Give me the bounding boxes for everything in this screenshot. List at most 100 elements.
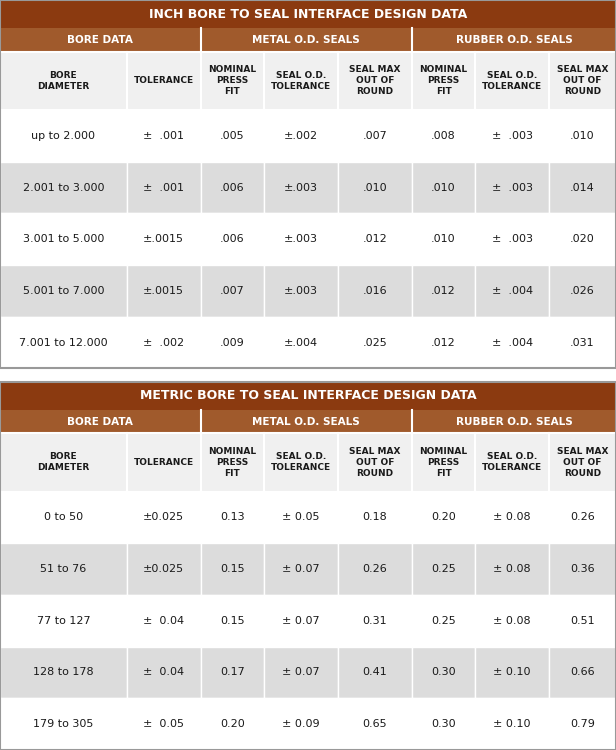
Text: 0.36: 0.36 xyxy=(570,564,595,574)
Text: 2.001 to 3.000: 2.001 to 3.000 xyxy=(23,182,104,193)
Text: ± 0.07: ± 0.07 xyxy=(282,564,320,574)
Bar xyxy=(412,491,475,543)
Text: BORE
DIAMETER: BORE DIAMETER xyxy=(37,452,89,472)
Text: METRIC BORE TO SEAL INTERFACE DESIGN DATA: METRIC BORE TO SEAL INTERFACE DESIGN DAT… xyxy=(140,389,476,402)
Bar xyxy=(264,543,338,595)
Bar xyxy=(0,316,127,368)
Bar xyxy=(0,110,127,162)
Text: ±.0015: ±.0015 xyxy=(143,286,184,296)
Bar xyxy=(264,110,338,162)
Bar xyxy=(264,433,338,491)
Text: ±  .003: ± .003 xyxy=(492,234,533,244)
Text: 0.15: 0.15 xyxy=(220,564,245,574)
Text: .031: .031 xyxy=(570,338,595,347)
Bar xyxy=(264,595,338,646)
Bar xyxy=(0,52,127,110)
Bar xyxy=(201,646,264,698)
Bar xyxy=(201,110,264,162)
Bar xyxy=(475,316,549,368)
Text: ±  0.05: ± 0.05 xyxy=(143,719,184,729)
Bar xyxy=(264,213,338,265)
Text: ±0.025: ±0.025 xyxy=(143,564,184,574)
Text: .012: .012 xyxy=(431,286,456,296)
Bar xyxy=(201,316,264,368)
Text: SEAL MAX
OUT OF
ROUND: SEAL MAX OUT OF ROUND xyxy=(349,447,400,478)
Text: BORE DATA: BORE DATA xyxy=(67,416,133,427)
Text: TOLERANCE: TOLERANCE xyxy=(134,76,194,86)
Bar xyxy=(475,52,549,110)
Bar xyxy=(0,646,127,698)
Bar xyxy=(338,316,412,368)
Bar xyxy=(412,52,475,110)
Text: 0.26: 0.26 xyxy=(570,512,595,523)
Bar xyxy=(549,110,616,162)
Text: 51 to 76: 51 to 76 xyxy=(40,564,86,574)
Text: 0.13: 0.13 xyxy=(220,512,245,523)
Bar xyxy=(338,265,412,316)
Bar xyxy=(127,162,201,213)
Text: ± 0.10: ± 0.10 xyxy=(493,668,531,677)
Bar xyxy=(127,213,201,265)
Text: 0.25: 0.25 xyxy=(431,564,456,574)
Text: ±0.025: ±0.025 xyxy=(143,512,184,523)
Bar xyxy=(127,646,201,698)
Bar xyxy=(412,646,475,698)
Bar xyxy=(412,162,475,213)
Bar xyxy=(0,410,201,434)
Text: 0.20: 0.20 xyxy=(431,512,456,523)
Bar xyxy=(201,595,264,646)
Text: 0.30: 0.30 xyxy=(431,668,456,677)
Bar xyxy=(0,382,616,750)
Text: SEAL MAX
OUT OF
ROUND: SEAL MAX OUT OF ROUND xyxy=(557,447,609,478)
Text: 0.66: 0.66 xyxy=(570,668,595,677)
Text: ±.002: ±.002 xyxy=(284,130,318,141)
Text: NOMINAL
PRESS
FIT: NOMINAL PRESS FIT xyxy=(419,65,468,97)
Bar xyxy=(127,491,201,543)
Text: NOMINAL
PRESS
FIT: NOMINAL PRESS FIT xyxy=(208,447,256,478)
Bar xyxy=(264,491,338,543)
Text: NOMINAL
PRESS
FIT: NOMINAL PRESS FIT xyxy=(419,447,468,478)
Bar xyxy=(412,410,616,434)
Bar xyxy=(0,491,127,543)
Text: .010: .010 xyxy=(570,130,595,141)
Text: up to 2.000: up to 2.000 xyxy=(31,130,95,141)
Bar xyxy=(475,491,549,543)
Bar xyxy=(412,595,475,646)
Text: ±  .001: ± .001 xyxy=(143,130,184,141)
Text: 0.26: 0.26 xyxy=(362,564,387,574)
Text: SEAL O.D.
TOLERANCE: SEAL O.D. TOLERANCE xyxy=(482,70,542,91)
Text: ±  0.04: ± 0.04 xyxy=(143,616,184,626)
Text: SEAL O.D.
TOLERANCE: SEAL O.D. TOLERANCE xyxy=(271,452,331,472)
Text: TOLERANCE: TOLERANCE xyxy=(134,458,194,467)
Bar xyxy=(412,213,475,265)
Bar xyxy=(201,433,264,491)
Text: 0.17: 0.17 xyxy=(220,668,245,677)
Text: SEAL MAX
OUT OF
ROUND: SEAL MAX OUT OF ROUND xyxy=(349,65,400,97)
Text: .010: .010 xyxy=(363,182,387,193)
Bar xyxy=(412,110,475,162)
Text: ±  .003: ± .003 xyxy=(492,182,533,193)
Text: .026: .026 xyxy=(570,286,595,296)
Text: BORE
DIAMETER: BORE DIAMETER xyxy=(37,70,89,91)
Bar xyxy=(338,162,412,213)
Bar xyxy=(0,433,127,491)
Bar xyxy=(475,433,549,491)
Bar xyxy=(264,52,338,110)
Bar xyxy=(475,110,549,162)
Text: 5.001 to 7.000: 5.001 to 7.000 xyxy=(23,286,104,296)
Text: RUBBER O.D. SEALS: RUBBER O.D. SEALS xyxy=(456,416,572,427)
Text: ±.003: ±.003 xyxy=(284,286,318,296)
Text: METAL O.D. SEALS: METAL O.D. SEALS xyxy=(253,35,360,45)
Bar xyxy=(0,595,127,646)
Text: .016: .016 xyxy=(363,286,387,296)
Bar xyxy=(549,698,616,750)
Bar xyxy=(412,265,475,316)
Text: ±  .003: ± .003 xyxy=(492,130,533,141)
Bar xyxy=(338,491,412,543)
Bar xyxy=(475,265,549,316)
Bar xyxy=(549,646,616,698)
Text: SEAL O.D.
TOLERANCE: SEAL O.D. TOLERANCE xyxy=(271,70,331,91)
Bar xyxy=(264,698,338,750)
Text: .008: .008 xyxy=(431,130,456,141)
Bar xyxy=(0,0,616,28)
